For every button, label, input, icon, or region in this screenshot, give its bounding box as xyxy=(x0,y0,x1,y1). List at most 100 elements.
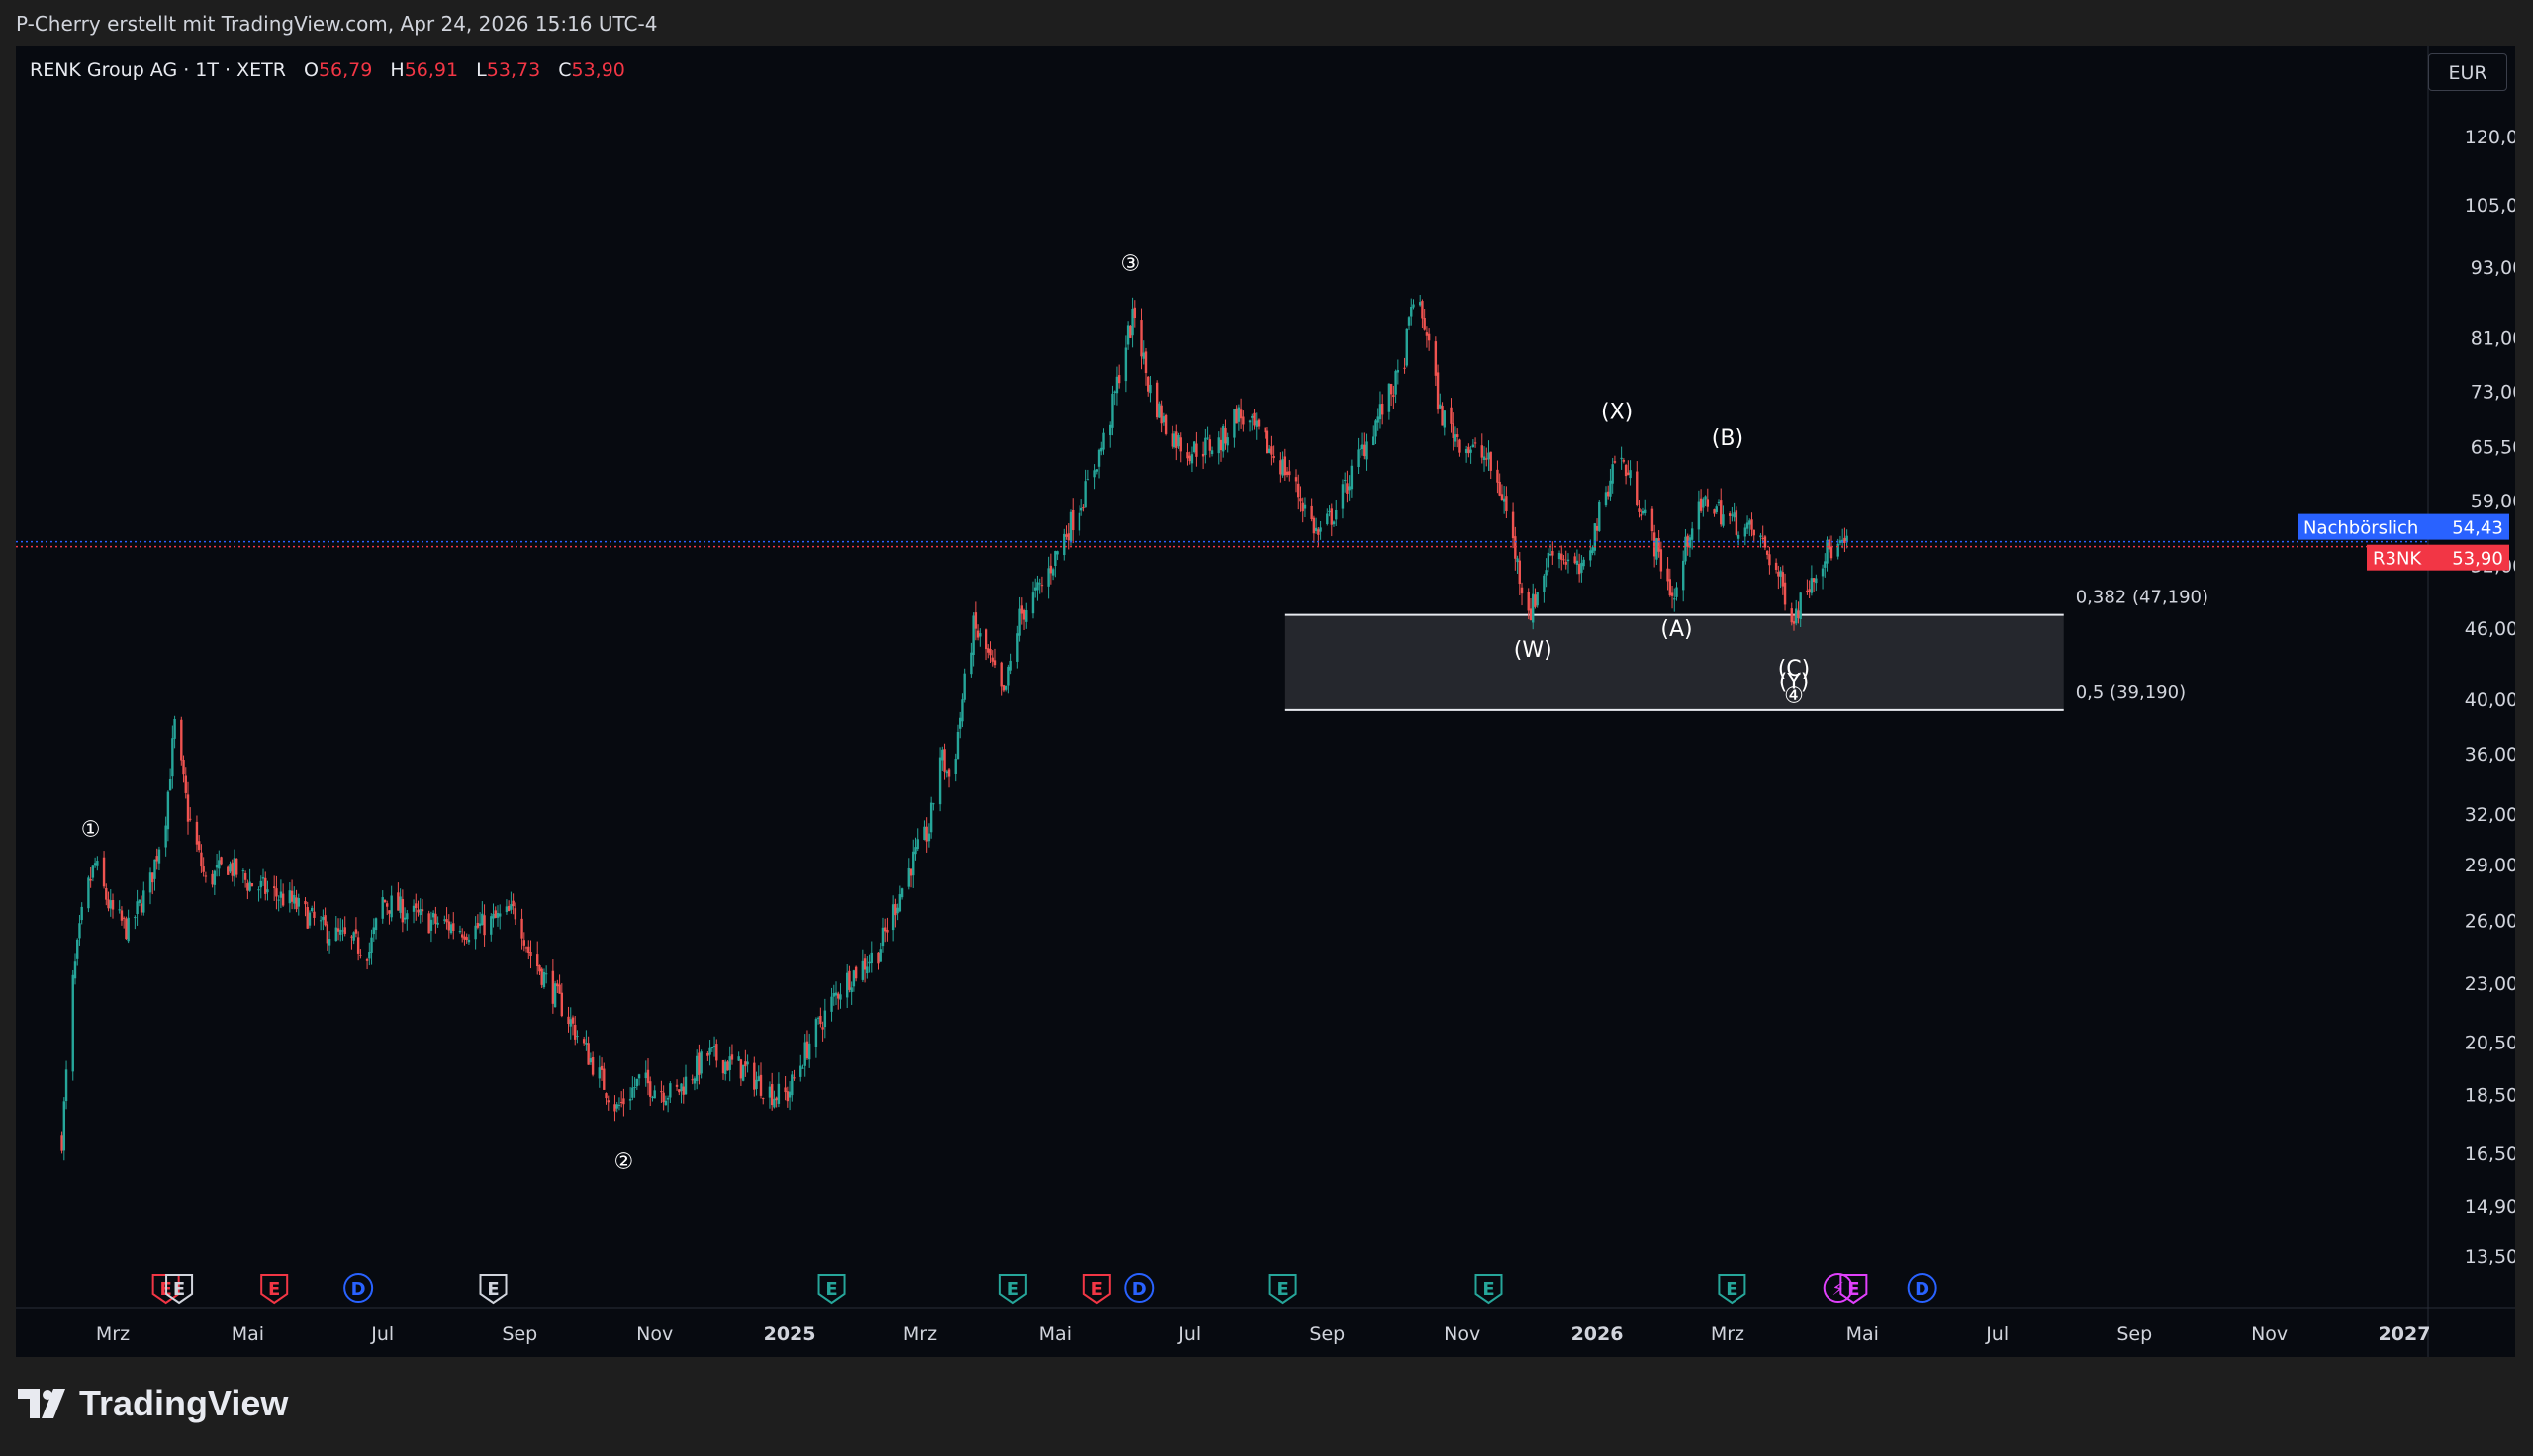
event-type: E xyxy=(825,1279,837,1300)
fib-retracement: 0,382 (47,190) 0,5 (39,190) xyxy=(1284,588,2208,711)
candle-body xyxy=(1226,437,1229,446)
candle-body xyxy=(168,778,172,791)
candle-body xyxy=(644,1072,647,1079)
candle-body xyxy=(1454,434,1457,442)
event-type: E xyxy=(1482,1279,1494,1300)
candle-body xyxy=(1745,522,1749,529)
candle-body xyxy=(721,1059,725,1074)
candle-body xyxy=(1396,369,1400,373)
candle-body xyxy=(109,900,112,909)
open-value: 56,79 xyxy=(318,59,373,81)
candle-body xyxy=(1469,449,1472,453)
event-marker-dividend: D xyxy=(1124,1273,1155,1303)
candle-body xyxy=(803,1042,806,1066)
event-marker-earnings: E xyxy=(1718,1274,1746,1305)
candle-body xyxy=(381,897,384,919)
candle-body xyxy=(698,1052,701,1075)
candle-body xyxy=(1281,459,1284,476)
candle-body xyxy=(1720,500,1723,525)
candle-body xyxy=(1489,451,1492,471)
event-marker-earnings: E xyxy=(1474,1274,1503,1305)
candle-body xyxy=(134,917,137,919)
price-chart[interactable]: 120,00105,0093,0081,0073,0065,5059,0052,… xyxy=(16,46,2515,1357)
candle-body xyxy=(653,1090,656,1099)
candle-body xyxy=(372,927,375,935)
candle-body xyxy=(927,833,931,842)
candle-body xyxy=(266,889,269,893)
candle-body xyxy=(1133,307,1137,318)
candle-body xyxy=(481,913,484,926)
candle-body xyxy=(1372,436,1375,446)
candle-body xyxy=(1527,592,1530,611)
candle-body xyxy=(403,917,407,920)
candle-body xyxy=(985,629,988,650)
candle-body xyxy=(155,856,158,862)
candle-body xyxy=(1288,471,1291,476)
candle-body xyxy=(1421,301,1424,319)
candle-body xyxy=(370,937,373,953)
candle-body xyxy=(195,821,199,845)
y-tick-label: 26,000 xyxy=(2465,910,2515,932)
candle-body xyxy=(171,738,174,777)
candle-body xyxy=(1436,372,1440,410)
candle-body xyxy=(1237,407,1241,422)
candle-body xyxy=(1611,464,1614,484)
candle-body xyxy=(1748,520,1751,525)
candle-body xyxy=(883,927,887,932)
candle-body xyxy=(1659,549,1663,572)
candle-body xyxy=(1267,448,1271,453)
candle-body xyxy=(1613,461,1617,463)
x-tick-label: Sep xyxy=(2116,1323,2152,1345)
candle-body xyxy=(527,946,530,953)
candle-body xyxy=(1186,452,1189,459)
candle-body xyxy=(1644,509,1647,513)
y-tick-label: 120,00 xyxy=(2465,127,2515,148)
y-tick-label: 93,00 xyxy=(2471,257,2515,279)
candle-body xyxy=(1575,560,1579,565)
candle-body xyxy=(229,864,232,872)
candle-body xyxy=(1717,501,1721,504)
candle-body xyxy=(1239,410,1243,419)
event-marker-earnings: E xyxy=(1268,1274,1297,1305)
candle-body xyxy=(746,1061,749,1065)
candle-body xyxy=(1595,525,1599,531)
candle-body xyxy=(445,919,448,923)
candle-body xyxy=(492,913,495,919)
y-tick-label: 105,00 xyxy=(2465,195,2515,217)
candle-body xyxy=(947,769,951,777)
event-marker-dividend: D xyxy=(343,1273,374,1303)
candle-body xyxy=(102,857,106,887)
candle-body xyxy=(1149,384,1152,394)
candle-body xyxy=(770,1084,774,1106)
chart-frame[interactable]: 120,00105,0093,0081,0073,0065,5059,0052,… xyxy=(16,46,2515,1357)
candle-body xyxy=(963,673,966,700)
candle-body xyxy=(499,913,502,917)
candle-body xyxy=(1360,444,1364,450)
candle-body xyxy=(1439,404,1442,409)
candle-body xyxy=(1158,403,1161,418)
candle-body xyxy=(138,899,141,903)
candle-body xyxy=(1078,512,1081,531)
candle-body xyxy=(465,937,468,941)
candle-body xyxy=(1111,393,1114,428)
candle-body xyxy=(1636,471,1639,505)
candle-body xyxy=(494,910,497,918)
candle-body xyxy=(715,1044,718,1061)
tradingview-logo[interactable]: TradingView xyxy=(18,1383,288,1424)
candle-body xyxy=(1425,332,1429,336)
candle-body xyxy=(1330,508,1333,525)
candle-body xyxy=(1686,535,1689,547)
candle-body xyxy=(1836,543,1839,557)
candle-body xyxy=(277,899,280,901)
candle-body xyxy=(419,909,422,916)
candle-body xyxy=(691,1079,694,1081)
candle-body xyxy=(574,1024,577,1040)
candle-body xyxy=(279,891,283,898)
candle-body xyxy=(834,992,838,996)
candle-body xyxy=(1806,590,1809,592)
y-tick-label: 73,00 xyxy=(2471,382,2515,404)
candle-body xyxy=(1609,480,1612,497)
currency-button[interactable]: EUR xyxy=(2428,53,2507,91)
x-tick-label: Jul xyxy=(1177,1323,1201,1345)
candle-body xyxy=(914,847,917,855)
